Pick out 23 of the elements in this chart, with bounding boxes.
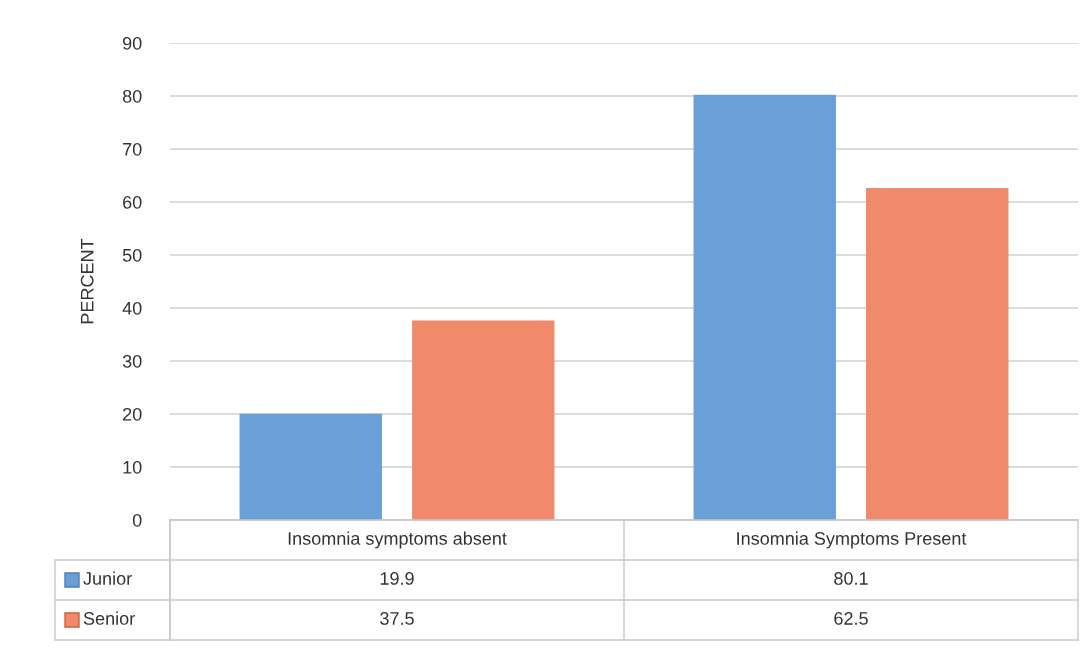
y-tick-label: 50	[122, 248, 142, 262]
y-tick-label: 0	[132, 513, 142, 527]
data-label: 80.1	[834, 572, 868, 585]
y-tick-label: 90	[122, 36, 142, 50]
y-tick-label: 10	[123, 460, 142, 474]
data-label: 19.9	[380, 572, 414, 585]
y-tick-label: 70	[123, 142, 142, 156]
bar	[412, 320, 555, 520]
bar	[693, 94, 836, 520]
y-tick-label: 20	[123, 407, 142, 421]
y-tick-label: 40	[122, 301, 142, 315]
bar	[866, 187, 1009, 520]
data-label: 37.5	[380, 612, 414, 625]
y-axis-title: PERCENT	[80, 238, 94, 324]
y-tick-label: 30	[122, 354, 142, 368]
data-label: 62.5	[834, 612, 868, 625]
x-tick-label: Insomnia Symptoms Present	[737, 531, 967, 549]
y-tick-label: 80	[122, 89, 142, 103]
x-tick-label: Insomnia symptoms absent	[288, 531, 507, 549]
bar	[239, 413, 382, 520]
y-tick-label: 60	[123, 195, 142, 209]
legend-label: Junior	[83, 571, 132, 585]
legend-label: Senior	[83, 611, 135, 625]
